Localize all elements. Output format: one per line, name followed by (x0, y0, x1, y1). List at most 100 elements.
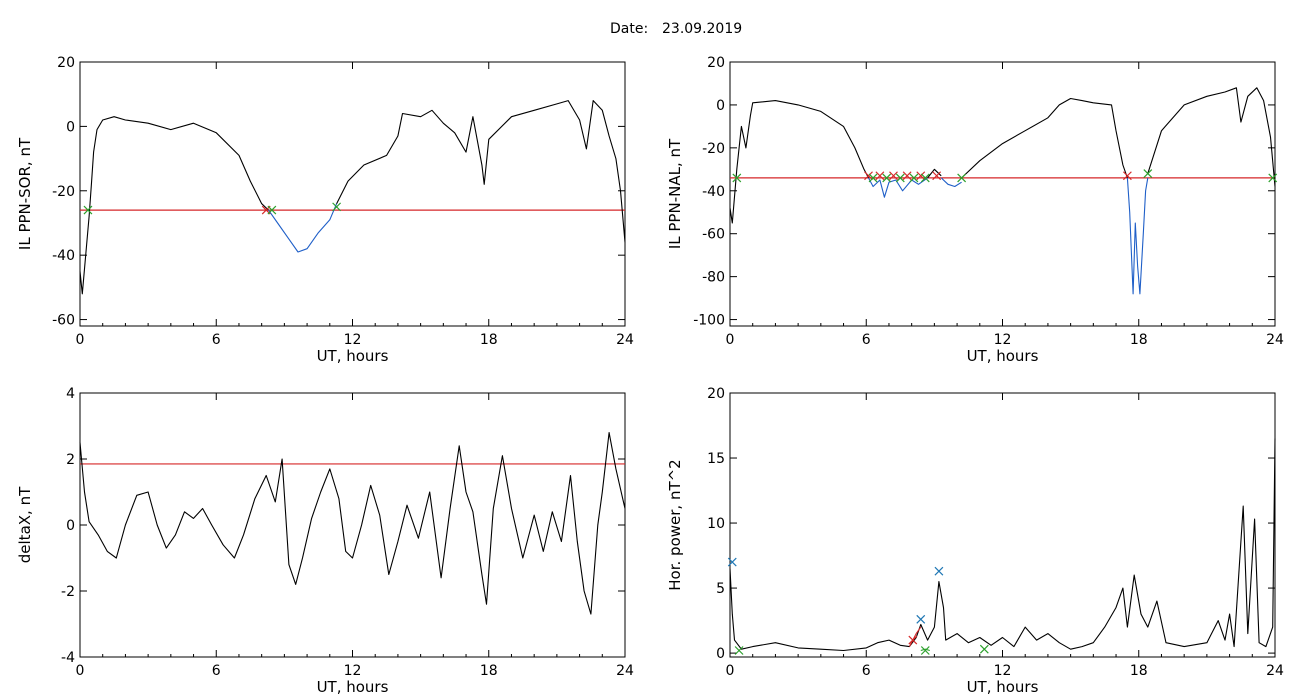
x-marker (979, 644, 989, 654)
series-line (268, 203, 338, 253)
x-tick-label: 18 (1130, 332, 1148, 348)
x-axis-title: UT, hours (967, 678, 1039, 696)
x-marker (1122, 171, 1132, 181)
x-marker-stroke (889, 171, 898, 181)
y-tick-label: -80 (702, 270, 725, 286)
x-tick-label: 18 (1130, 663, 1148, 679)
plot-frame (79, 61, 626, 327)
x-marker (1143, 169, 1153, 179)
x-marker (267, 205, 277, 215)
y-tick-label: -60 (702, 227, 725, 243)
x-marker (916, 614, 926, 624)
x-marker-stroke (864, 171, 873, 181)
x-tick-label: 24 (616, 663, 634, 679)
date-label: Date: (610, 21, 648, 37)
x-axis-title: UT, hours (967, 347, 1039, 365)
x-marker-stroke (83, 205, 93, 215)
y-tick-label: -100 (693, 313, 725, 329)
series-line (940, 177, 962, 188)
x-marker-stroke (267, 205, 277, 215)
x-marker (909, 173, 919, 183)
series-line (961, 97, 1128, 179)
date-value: 23.09.2019 (662, 21, 742, 37)
x-marker (916, 171, 926, 181)
x-marker (83, 205, 93, 215)
x-axis-title: UT, hours (317, 347, 389, 365)
x-marker-stroke (920, 173, 930, 183)
x-marker (920, 646, 930, 655)
x-marker-stroke (727, 557, 737, 567)
x-tick-label: 0 (726, 663, 735, 679)
x-marker-stroke (932, 171, 942, 181)
x-marker (934, 566, 944, 576)
x-marker (882, 173, 892, 183)
x-marker-stroke (920, 646, 930, 655)
x-marker-stroke (979, 644, 989, 654)
y-tick-label: 20 (707, 386, 725, 402)
x-marker-stroke (909, 173, 919, 183)
plot-frame (729, 392, 1276, 658)
y-tick-label: 4 (66, 386, 75, 402)
x-marker (734, 646, 744, 655)
y-tick-label: 0 (66, 518, 75, 534)
y-axis-title: Hor. power, nT^2 (666, 459, 684, 590)
x-marker-stroke (934, 566, 944, 576)
x-marker-stroke (868, 173, 878, 183)
x-marker (908, 635, 918, 645)
y-tick-label: 0 (716, 646, 725, 662)
y-tick-label: -20 (52, 184, 75, 200)
y-tick-label: 15 (707, 451, 725, 467)
x-tick-label: 24 (616, 332, 634, 348)
x-tick-label: 0 (76, 663, 85, 679)
x-marker-stroke (732, 173, 742, 183)
x-marker (889, 171, 898, 181)
date-header: Date: 23.09.2019 (610, 21, 742, 37)
y-tick-label: 20 (707, 55, 725, 71)
x-marker-stroke (332, 202, 342, 212)
series-line (729, 100, 869, 224)
y-tick-label: 2 (66, 452, 75, 468)
x-tick-label: 24 (1266, 663, 1284, 679)
series-line (1147, 87, 1276, 187)
y-tick-label: -40 (52, 248, 75, 264)
panel-hor-power: 0 6 12 18 24 0 5 10 15 20 UT, hours Hor. power, nT^… (666, 386, 1284, 696)
y-tick-label: -60 (52, 313, 75, 329)
x-marker-stroke (916, 614, 926, 624)
x-marker (957, 173, 967, 183)
plot-frame (79, 392, 626, 658)
x-tick-label: 6 (862, 332, 871, 348)
y-tick-label: -40 (702, 184, 725, 200)
x-marker-stroke (957, 173, 967, 183)
series-line (336, 100, 626, 243)
x-marker-stroke (1268, 173, 1278, 183)
x-tick-label: 12 (994, 663, 1012, 679)
series-line (79, 116, 269, 295)
x-marker-stroke (1122, 171, 1132, 181)
x-tick-label: 6 (212, 663, 221, 679)
series-line (729, 438, 1276, 652)
x-marker-stroke (734, 646, 744, 655)
x-marker (875, 171, 885, 181)
x-marker (864, 171, 873, 181)
x-marker-stroke (875, 171, 885, 181)
panel-ppn-sor: 0 6 12 18 24 -60 -40 -20 0 20 UT, hours IL PPN-SOR,… (16, 55, 634, 365)
x-tick-label: 18 (480, 663, 498, 679)
y-axis-title: deltaX, nT (16, 486, 34, 563)
x-marker-stroke (1143, 169, 1153, 179)
x-marker-stroke (916, 171, 926, 181)
x-tick-label: 0 (726, 332, 735, 348)
x-tick-label: 24 (1266, 332, 1284, 348)
x-marker-stroke (895, 173, 905, 183)
series-line (1126, 177, 1149, 295)
x-tick-label: 12 (344, 332, 362, 348)
x-tick-label: 0 (76, 332, 85, 348)
x-marker-stroke (902, 171, 912, 181)
x-marker (1268, 173, 1278, 183)
x-tick-label: 6 (862, 663, 871, 679)
x-tick-label: 12 (344, 663, 362, 679)
series-line (908, 626, 922, 647)
series-line (868, 177, 928, 198)
